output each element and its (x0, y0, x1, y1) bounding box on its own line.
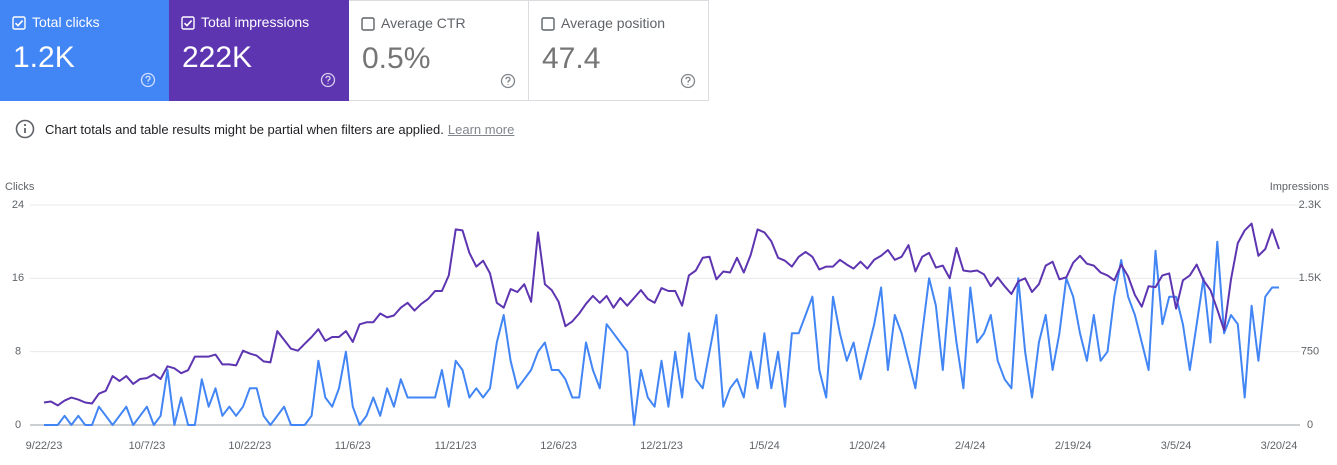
metric-cards: Total clicks 1.2K Total impressions 222K Ave… (0, 0, 709, 101)
x-tick-label: 12/6/23 (540, 440, 577, 452)
card-value: 1.2K (13, 41, 75, 74)
y-tick-label: 0 (15, 419, 21, 431)
metric-card[interactable]: Total impressions 222K (169, 0, 349, 101)
help-circle (320, 72, 336, 88)
help-icon[interactable] (320, 72, 336, 88)
checkbox[interactable] (361, 17, 375, 31)
x-tick-label: 11/21/23 (435, 440, 477, 452)
x-tick-label: 3/5/24 (1161, 440, 1192, 452)
card-value: 0.5% (362, 42, 431, 75)
card-label: Total clicks (32, 14, 100, 30)
help-mark (145, 75, 151, 84)
y-axis-title: Clicks (5, 181, 35, 193)
y2-tick-label: 2.3K (1299, 199, 1322, 211)
help-mark (505, 76, 511, 85)
x-tick-label: 2/4/24 (955, 440, 986, 452)
card-label: Average CTR (381, 15, 466, 31)
checkbox-box (12, 16, 26, 30)
metric-card[interactable]: Total clicks 1.2K (0, 0, 169, 101)
metric-card[interactable]: Average position 47.4 (529, 0, 709, 101)
x-tick-label: 10/22/23 (228, 440, 271, 452)
x-tick-label: 1/5/24 (749, 440, 780, 452)
x-tick-label: 2/19/24 (1055, 440, 1092, 452)
series-line (43, 222, 1280, 407)
checkbox-box (181, 16, 195, 30)
card-value: 47.4 (542, 42, 601, 75)
y-tick-label: 8 (15, 346, 21, 358)
learn-more-link[interactable]: Learn more (447, 121, 515, 137)
checkbox[interactable] (181, 16, 195, 30)
checkbox[interactable] (12, 16, 26, 30)
x-tick-label: 9/22/23 (26, 440, 63, 452)
card-value: 222K (182, 41, 253, 74)
help-mark (325, 75, 331, 84)
info-icon (15, 119, 35, 139)
help-circle (500, 73, 516, 89)
checkbox-box (361, 17, 375, 31)
notice-text: Chart totals and table results might be … (45, 121, 444, 137)
y2-axis-title: Impressions (1270, 181, 1330, 193)
x-tick-label: 10/7/23 (129, 440, 166, 452)
y2-tick-label: 0 (1307, 419, 1313, 431)
metric-card[interactable]: Average CTR 0.5% (349, 0, 529, 101)
y-tick-label: 16 (12, 272, 24, 284)
checkbox[interactable] (541, 17, 555, 31)
help-circle (680, 73, 696, 89)
checkbox-box (541, 17, 555, 31)
notice: Chart totals and table results might be … (14, 118, 514, 140)
help-icon[interactable] (140, 72, 156, 88)
x-tick-label: 1/20/24 (849, 440, 886, 452)
y-tick-label: 24 (12, 199, 24, 211)
y2-tick-label: 750 (1301, 346, 1319, 358)
y2-tick-label: 1.5K (1299, 272, 1322, 284)
x-tick-label: 11/6/23 (335, 440, 371, 452)
card-label: Total impressions (201, 14, 310, 30)
card-label: Average position (561, 15, 666, 31)
x-tick-label: 3/20/24 (1261, 440, 1298, 452)
help-mark (685, 76, 691, 85)
help-circle (140, 72, 156, 88)
checkbox-check (183, 20, 193, 27)
help-icon[interactable] (680, 73, 696, 89)
help-icon[interactable] (500, 73, 516, 89)
x-tick-label: 12/21/23 (640, 440, 683, 452)
checkbox-check (14, 20, 24, 27)
series-line (44, 240, 1279, 426)
